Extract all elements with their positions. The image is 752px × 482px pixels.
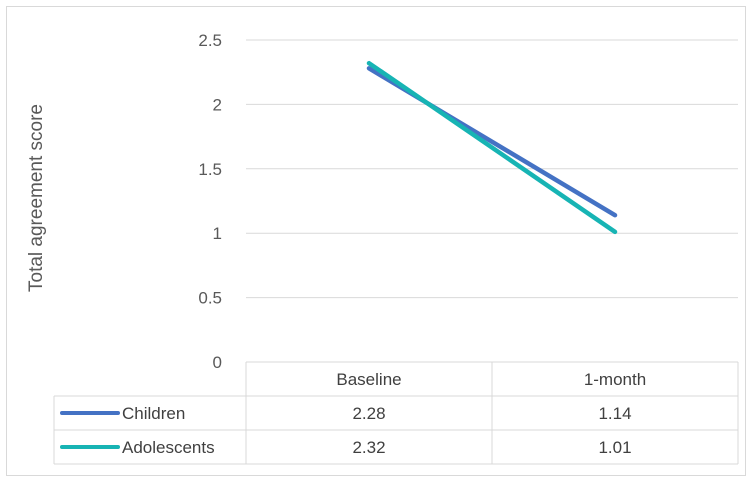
- gridlines: [246, 39, 738, 299]
- x-category-label: 1-month: [584, 370, 646, 389]
- series-line-adolescents: [366, 60, 618, 235]
- legend-label: Adolescents: [122, 438, 215, 457]
- table-value: 2.28: [352, 404, 385, 423]
- x-category-label: Baseline: [336, 370, 401, 389]
- y-tick-label: 0: [213, 353, 222, 372]
- y-axis-label: Total agreement score: [26, 104, 47, 292]
- table-value: 2.32: [352, 438, 385, 457]
- y-tick-label: 2.5: [198, 31, 222, 50]
- legend-label: Children: [122, 404, 185, 423]
- table-value: 1.01: [598, 438, 631, 457]
- series-lines: [366, 60, 618, 235]
- data-table: Baseline 1-month Children 2.28 1.14 Adolescen…: [53, 361, 739, 465]
- y-tick-labels: 0 0.5 1 1.5 2 2.5: [198, 31, 222, 372]
- chart-frame: [6, 6, 746, 476]
- table-value: 1.14: [598, 404, 631, 423]
- y-tick-label: 0.5: [198, 289, 222, 308]
- y-tick-label: 1.5: [198, 160, 222, 179]
- y-tick-label: 2: [213, 95, 222, 114]
- y-tick-label: 1: [213, 224, 222, 243]
